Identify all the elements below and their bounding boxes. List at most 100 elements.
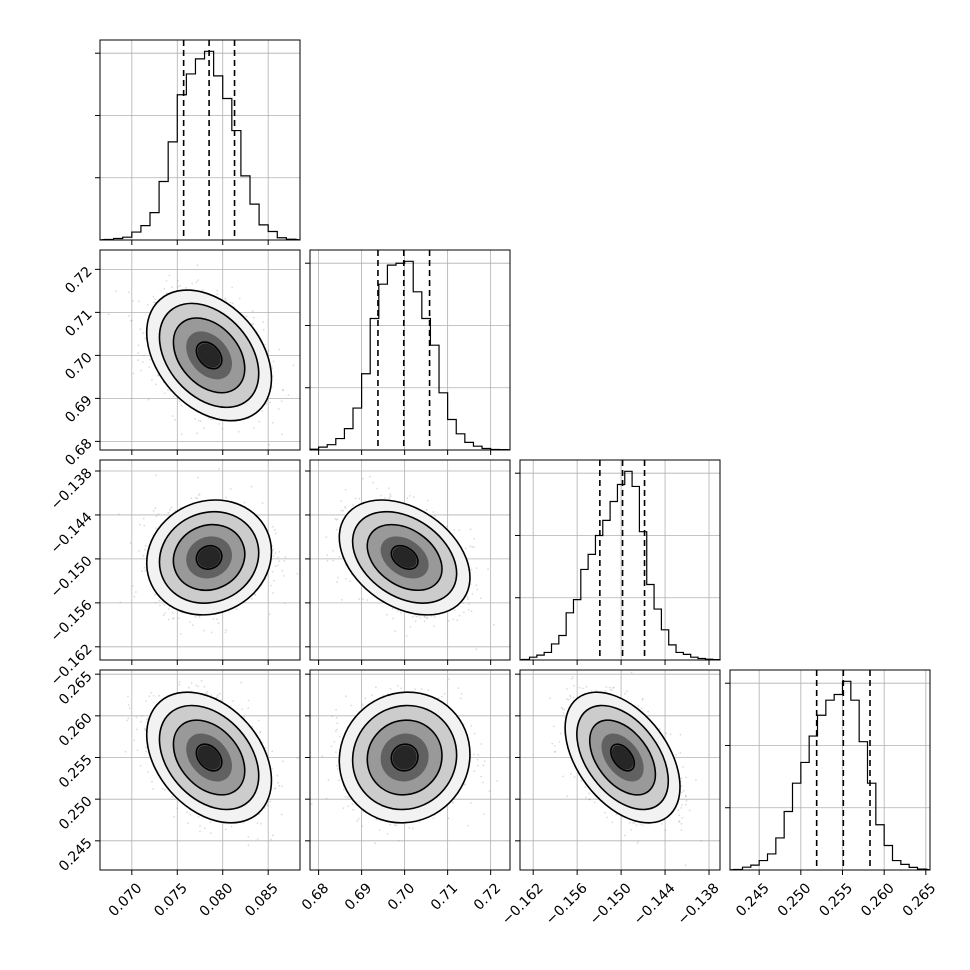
scatter-point	[283, 560, 286, 562]
contour-line	[195, 341, 223, 370]
scatter-point	[340, 500, 343, 502]
scatter-point	[466, 596, 469, 598]
scatter-point	[415, 615, 418, 618]
scatter-point	[154, 527, 157, 530]
scatter-point	[158, 599, 161, 602]
scatter-point	[349, 580, 351, 583]
density-contours	[338, 499, 471, 616]
scatter-point	[358, 497, 361, 500]
scatter-point	[296, 572, 299, 575]
scatter-point	[462, 611, 465, 614]
scatter-point	[164, 612, 167, 614]
scatter-point	[135, 591, 137, 593]
scatter-point	[292, 364, 295, 367]
scatter-point	[251, 597, 253, 600]
scatter-point	[170, 506, 173, 509]
scatter-point	[470, 568, 473, 571]
scatter-point	[133, 596, 136, 598]
scatter-point	[458, 529, 461, 532]
scatter-point	[274, 552, 277, 554]
scatter-point	[157, 375, 160, 377]
scatter-point	[480, 597, 482, 600]
scatter-panel-p2-vs-p0	[95, 459, 301, 665]
scatter-point	[165, 292, 168, 294]
scatter-point	[209, 821, 212, 824]
scatter-point	[344, 506, 346, 508]
scatter-point	[144, 337, 147, 340]
hist-panel-p1	[305, 249, 511, 455]
scatter-point	[137, 359, 140, 362]
scatter-point	[243, 501, 246, 504]
hist-panel-p0	[95, 39, 301, 245]
scatter-point	[171, 415, 174, 417]
scatter-point	[282, 575, 285, 577]
contour-line	[338, 499, 471, 616]
scatter-point	[273, 579, 275, 582]
scatter-point	[303, 783, 305, 785]
scatter-point	[281, 433, 283, 436]
scatter-point	[433, 625, 435, 627]
scatter-point	[344, 578, 347, 580]
scatter-point	[335, 519, 338, 521]
scatter-point	[270, 584, 272, 587]
scatter-point	[224, 297, 226, 300]
scatter-point	[271, 570, 274, 573]
scatter-point	[358, 598, 361, 601]
scatter-point	[426, 499, 429, 502]
density-level	[197, 343, 221, 368]
scatter-point	[155, 515, 158, 518]
scatter-point	[384, 497, 386, 499]
scatter-point	[344, 489, 347, 491]
scatter-point	[268, 443, 271, 446]
contour-line	[172, 317, 246, 394]
scatter-point	[130, 319, 133, 322]
scatter-point	[221, 428, 224, 430]
scatter-point	[178, 617, 180, 619]
scatter-point	[469, 528, 472, 531]
scatter-point	[151, 378, 153, 381]
scatter-point	[269, 800, 272, 803]
scatter-point	[154, 601, 157, 604]
scatter-point	[256, 838, 259, 840]
scatter-point	[178, 400, 181, 403]
scatter-point	[274, 529, 276, 532]
scatter-point	[132, 372, 135, 375]
scatter-point	[195, 281, 198, 283]
scatter-point	[167, 511, 170, 514]
scatter-point	[352, 504, 354, 507]
scatter-point	[137, 344, 140, 347]
scatter-panel-p3-vs-p0	[95, 669, 305, 875]
scatter-point	[155, 474, 158, 476]
scatter-point	[168, 274, 171, 277]
scatter-point	[142, 332, 144, 334]
scatter-point	[152, 295, 155, 298]
scatter-point	[336, 518, 339, 520]
scatter-point	[197, 419, 200, 422]
contour-line	[390, 544, 419, 570]
scatter-point	[243, 716, 246, 718]
scatter-point	[163, 604, 166, 606]
scatter-point	[266, 804, 269, 806]
scatter-point	[473, 537, 475, 540]
scatter-point	[163, 287, 166, 290]
scatter-point	[172, 617, 174, 620]
scatter-point	[203, 685, 206, 688]
scatter-point	[387, 487, 390, 489]
scatter-point	[325, 536, 328, 539]
scatter-point	[362, 477, 364, 480]
scatter-point	[129, 542, 132, 544]
scatter-point	[389, 493, 392, 496]
scatter-point	[453, 529, 455, 531]
scatter-point	[412, 615, 414, 618]
scatter-point	[209, 418, 212, 421]
scatter-point	[272, 360, 275, 363]
scatter-point	[278, 550, 281, 553]
scatter-point	[147, 398, 150, 401]
scatter-point	[210, 631, 213, 634]
scatter-point	[169, 508, 171, 511]
scatter-point	[107, 313, 110, 316]
scatter-point	[185, 287, 187, 289]
scatter-point	[274, 565, 277, 568]
scatter-point	[250, 485, 253, 488]
scatter-point	[277, 408, 280, 410]
